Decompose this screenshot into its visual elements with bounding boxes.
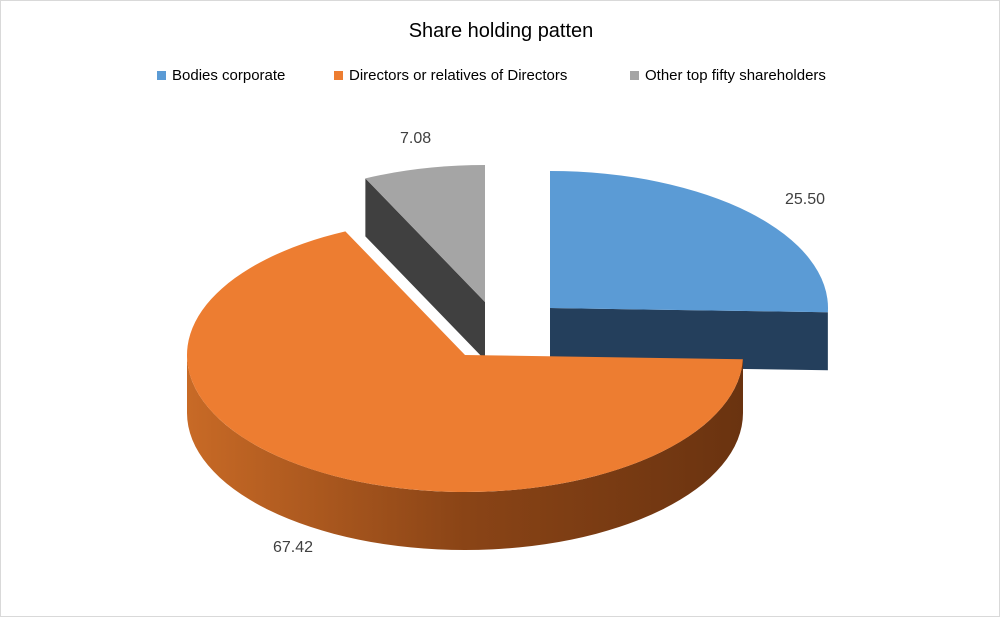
pie-slice-directors — [187, 231, 743, 492]
legend-swatch-directors — [334, 71, 343, 80]
legend-label-other-top-fifty: Other top fifty shareholders — [645, 67, 826, 84]
pie-slice-side-other-top-fifty — [365, 178, 485, 360]
legend-label-bodies-corporate: Bodies corporate — [172, 67, 286, 84]
data-label-other-top-fifty: 7.08 — [400, 130, 431, 147]
legend-item-bodies-corporate: Bodies corporate — [157, 67, 285, 84]
pie-slice-side-bodies-corporate — [550, 308, 828, 371]
legend-item-other-top-fifty: Other top fifty shareholders — [630, 67, 826, 84]
legend-item-directors: Directors or relatives of Directors — [334, 67, 567, 84]
pie-slice-side-directors — [187, 355, 743, 550]
pie-slice-bodies-corporate — [550, 171, 829, 313]
data-label-directors: 67.42 — [273, 539, 313, 556]
pie-slice-other-top-fifty — [365, 165, 485, 302]
legend-swatch-other-top-fifty — [630, 71, 639, 80]
chart-legend: Bodies corporate Directors or relatives … — [0, 67, 1002, 87]
chart-title: Share holding patten — [408, 20, 594, 42]
data-label-bodies-corporate: 25.50 — [785, 191, 825, 208]
legend-label-directors: Directors or relatives of Directors — [349, 67, 568, 84]
legend-swatch-bodies-corporate — [157, 71, 166, 80]
